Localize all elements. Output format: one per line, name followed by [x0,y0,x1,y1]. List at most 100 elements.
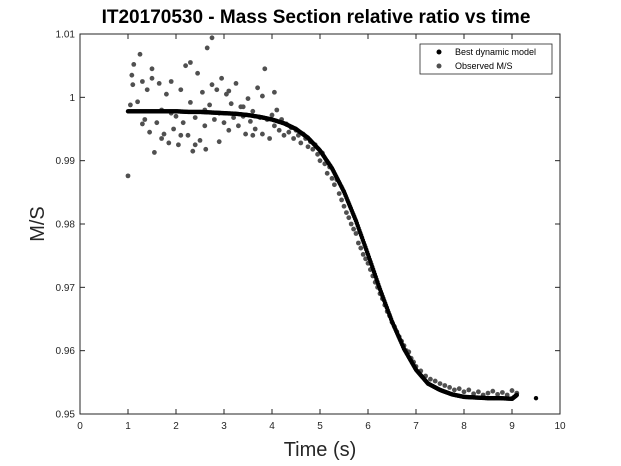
observed-point [281,132,287,138]
observed-point [509,388,515,393]
observed-point [452,387,457,393]
legend-label-model: Best dynamic model [455,47,536,57]
x-tick-label: 1 [125,421,131,432]
plot-area [79,33,561,415]
observed-point [228,101,234,107]
observed-point [500,390,505,395]
observed-point [240,104,246,110]
x-tick-label: 0 [77,421,83,432]
observed-point [236,123,241,129]
observed-point [250,108,256,114]
observed-point [219,75,225,81]
observed-point [490,388,496,394]
observed-point [310,146,316,152]
x-tick-label: 5 [317,421,323,432]
observed-point [437,381,443,386]
observed-point [204,45,210,51]
observed-point [149,75,155,81]
observed-point [154,120,160,126]
observed-point [269,112,275,118]
observed-point [216,139,222,145]
observed-point [276,127,282,133]
observed-point [456,386,462,392]
observed-point [351,226,356,232]
observed-point [147,129,153,135]
x-tick-label: 8 [461,421,467,432]
observed-point [339,197,344,203]
x-tick-label: 4 [269,421,275,432]
observed-point [358,245,364,251]
observed-point [233,81,239,86]
observed-point [127,102,133,108]
observed-point [317,158,323,164]
chart-title: IT20170530 - Mass Section relative ratio… [102,7,531,28]
observed-point [156,81,162,86]
observed-point [197,138,203,143]
observed-point [190,148,196,154]
plot-frame [79,33,561,415]
y-axis: 0.95 0.96 0.97 0.98 0.99 1 1.01 [56,30,560,421]
observed-point [180,120,186,126]
y-tick-label: 0.99 [56,156,76,167]
observed-point [442,383,448,388]
observed-point [159,136,165,141]
observed-point [164,91,169,97]
observed-point [203,146,209,152]
y-tick-label: 0.97 [56,283,76,294]
observed-point [356,240,361,246]
observed-point [344,210,349,216]
model-series [125,109,539,401]
observed-point [360,252,366,257]
observed-point [286,129,292,135]
observed-point [485,390,491,396]
model-point [533,395,539,401]
observed-point [214,87,220,93]
observed-point [209,82,215,88]
observed-point [272,123,277,129]
observed-point [202,123,208,129]
observed-point [176,142,181,148]
legend-box [419,43,553,75]
observed-point [353,231,359,236]
observed-point [260,131,265,137]
observed-point [471,391,476,397]
observed-point [212,117,217,122]
observed-point [221,120,227,126]
x-tick-label: 10 [554,421,566,432]
observed-point [346,215,352,221]
observed-point [466,387,472,393]
observed-point [252,126,258,132]
legend-label-observed: Observed M/S [455,61,513,71]
x-tick-label: 3 [221,421,227,432]
observed-point [129,72,135,78]
observed-point [209,35,215,41]
y-tick-label: 1 [69,93,75,104]
observed-point [226,88,232,94]
observed-point [291,136,296,141]
legend: Best dynamic model Observed M/S [419,43,553,75]
model-point [514,392,519,398]
y-tick-label: 0.98 [56,220,76,231]
observed-point [207,102,213,108]
observed-point [200,89,205,95]
observed-point [131,62,137,67]
x-axis-label: Time (s) [284,439,357,461]
observed-point [188,60,193,65]
y-tick-label: 0.96 [56,346,76,357]
observed-point [188,100,193,105]
x-tick-label: 7 [413,421,419,432]
observed-point [245,96,251,101]
observed-point [142,117,148,122]
x-tick-label: 2 [173,421,179,432]
observed-point [315,151,320,157]
observed-point [274,107,280,113]
observed-point [168,79,174,84]
observed-point [192,115,198,120]
x-tick-label: 6 [365,421,371,432]
observed-point [178,132,184,138]
observed-point [137,51,143,57]
observed-point [195,70,201,76]
observed-point [152,150,157,155]
observed-point [231,115,237,120]
